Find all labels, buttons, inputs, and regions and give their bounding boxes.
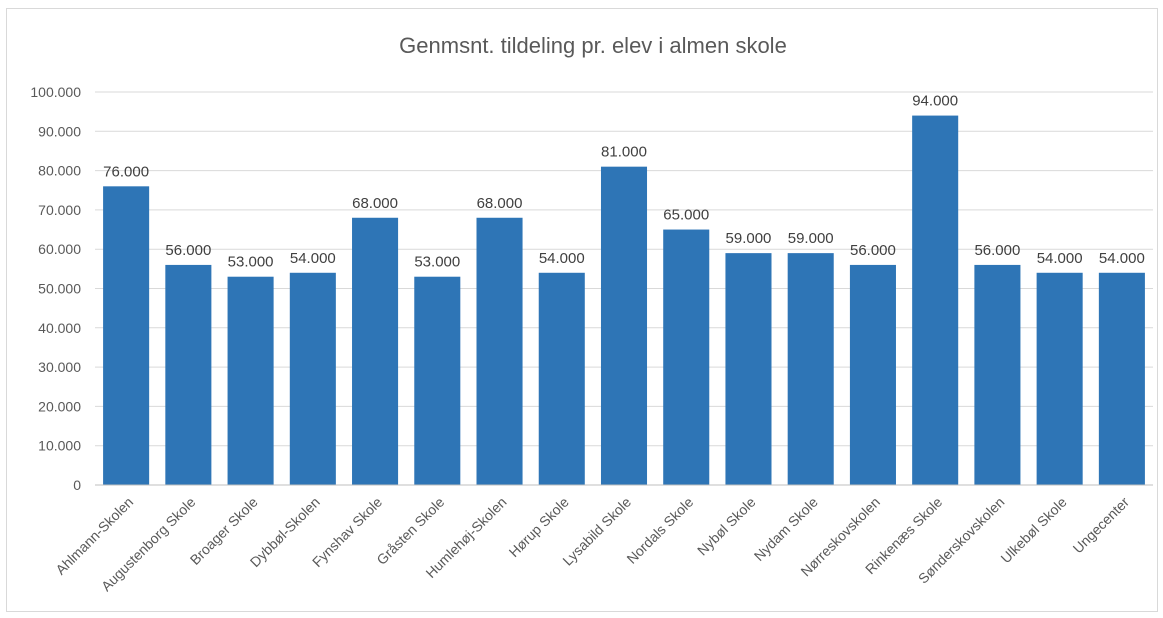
x-tick-label: Nydam Skole [751,494,821,564]
bar [849,264,896,485]
data-label: 65.000 [663,207,709,224]
x-tick-label: Nordals Skole [623,494,696,567]
data-label: 54.000 [539,250,585,267]
bar [289,272,336,485]
bar [663,229,710,485]
y-tick-label: 80.000 [38,163,81,179]
data-label: 68.000 [352,195,398,212]
data-label: 76.000 [103,163,149,180]
data-label: 59.000 [788,230,834,247]
data-label: 53.000 [228,254,274,271]
data-label: 54.000 [290,250,336,267]
x-tick-label: Ulkebøl Skole [997,494,1070,567]
chart-title: Genmsnt. tildeling pr. elev i almen skol… [399,33,787,58]
bar [600,166,648,486]
data-label: 56.000 [850,242,896,259]
data-label: 56.000 [165,242,211,259]
y-tick-label: 20.000 [38,398,81,414]
bar [974,264,1021,485]
bar [227,276,274,485]
bar [538,272,585,485]
x-tick-label: Nybøl Skole [694,494,759,559]
bar [787,253,834,485]
y-tick-label: 60.000 [38,241,81,257]
data-label: 59.000 [726,230,772,247]
y-tick-label: 90.000 [38,123,81,139]
bar [165,264,212,485]
data-label: 94.000 [912,93,958,110]
y-tick-label: 30.000 [38,359,81,375]
x-tick-label: Hørup Skole [506,494,572,560]
bar [725,253,772,485]
bars [103,115,1145,486]
data-label: 56.000 [974,242,1020,259]
bar [1098,272,1145,485]
data-label: 53.000 [414,254,460,271]
bar [1036,272,1083,485]
y-tick-label: 100.000 [30,84,81,100]
bar [103,186,150,485]
data-label: 54.000 [1037,250,1083,267]
data-labels: 76.000 56.000 53.000 54.000 68.000 53.000 68.0… [103,93,1145,271]
bar-chart: Genmsnt. tildeling pr. elev i almen skol… [30,33,1153,595]
x-tick-label: Ungecenter [1070,494,1133,557]
bar [912,115,959,485]
data-label: 68.000 [477,195,523,212]
chart-frame: Genmsnt. tildeling pr. elev i almen skol… [6,8,1158,612]
bar [414,276,461,485]
y-tick-label: 50.000 [38,281,81,297]
y-tick-label: 0 [73,477,81,493]
y-tick-label: 10.000 [38,438,81,454]
data-label: 54.000 [1099,250,1145,267]
y-axis-tick-labels: 0 10.000 20.000 30.000 40.000 50.000 60.000 70.… [30,84,81,493]
data-label: 81.000 [601,144,647,161]
bar [352,217,399,485]
y-tick-label: 40.000 [38,320,81,336]
y-tick-label: 70.000 [38,202,81,218]
bar [476,217,523,485]
